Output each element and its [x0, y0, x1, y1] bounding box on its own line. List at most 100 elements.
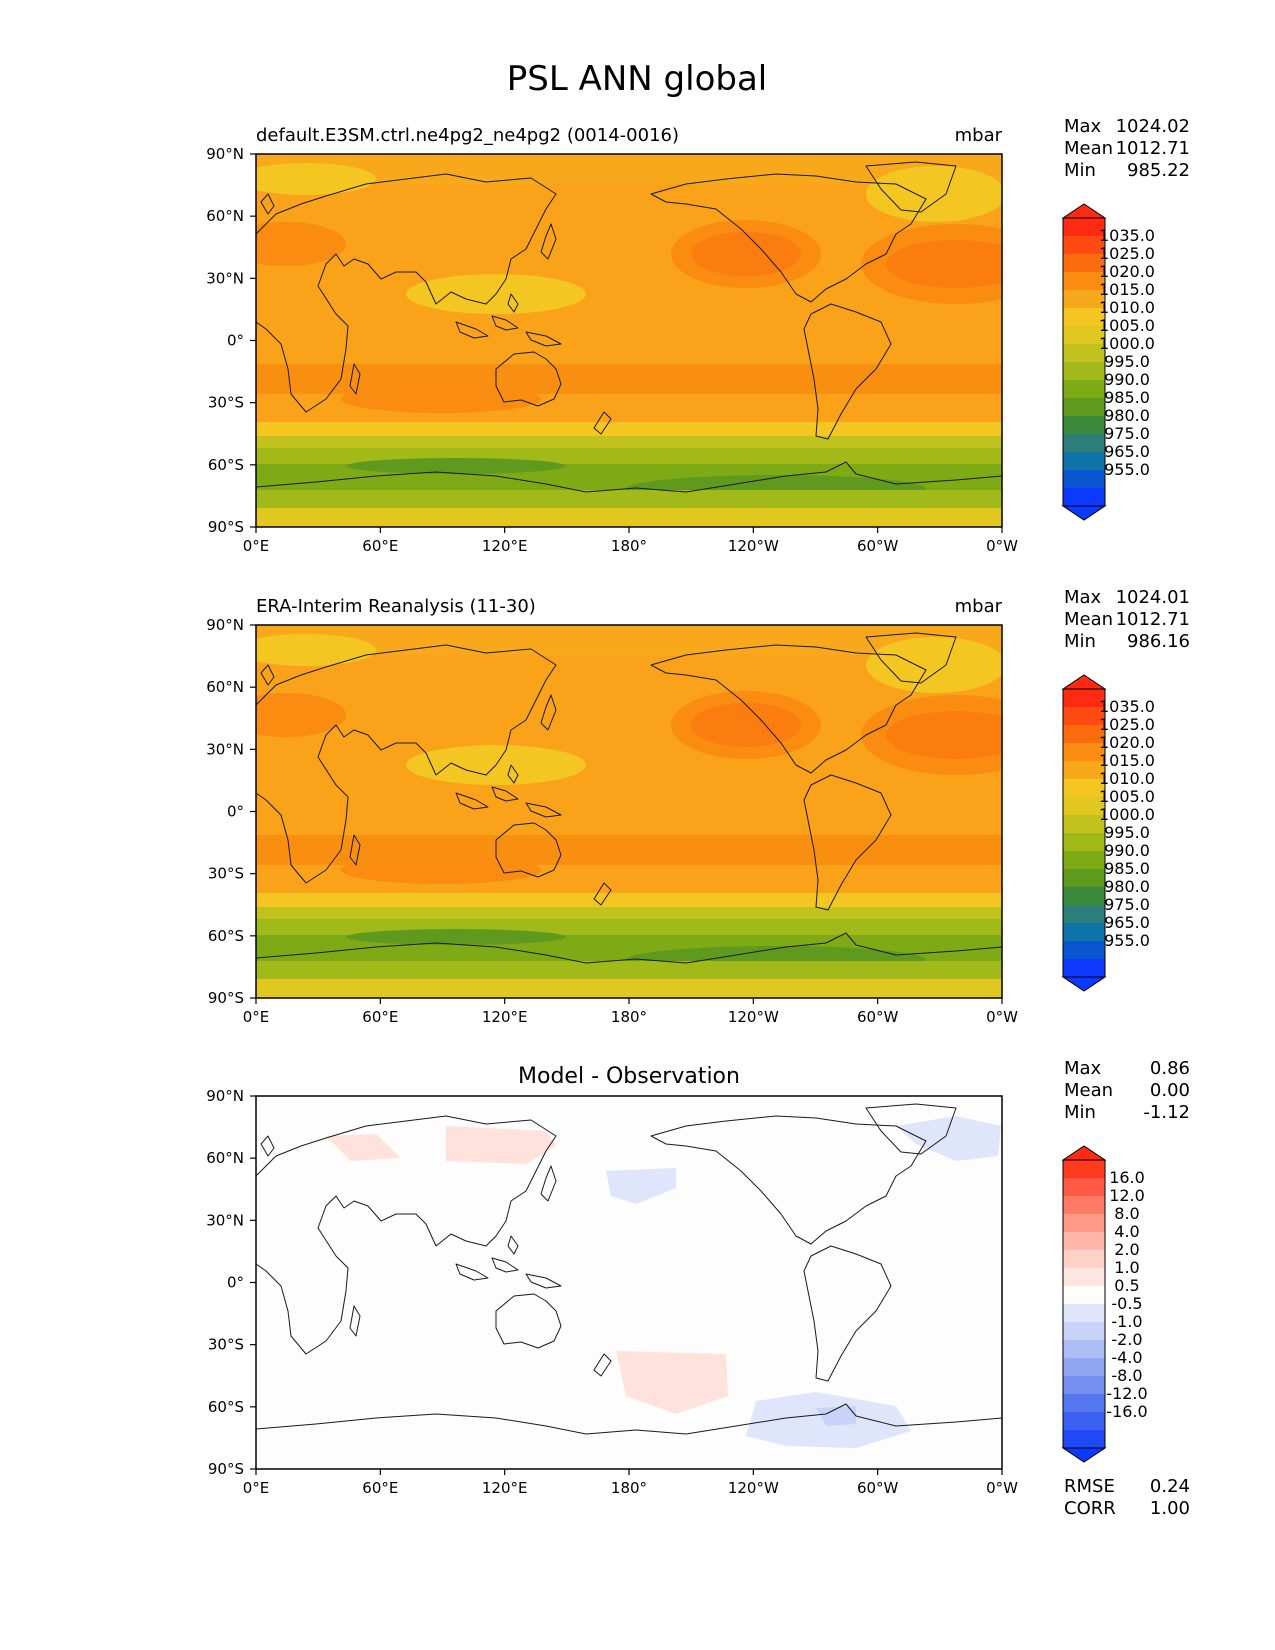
colorbar-swatch — [1063, 1232, 1105, 1250]
colorbar-swatch — [1063, 1196, 1105, 1214]
colorbar-swatch — [1063, 833, 1105, 851]
colorbar-tick-label: 990.0 — [1104, 841, 1150, 860]
x-tick-label: 180° — [611, 537, 647, 555]
y-tick-label: 90°S — [208, 989, 244, 1007]
y-tick-label: 60°N — [206, 207, 244, 225]
colorbar-tick-label: 1035.0 — [1099, 226, 1155, 245]
colorbar-swatch — [1063, 959, 1105, 977]
colorbar-tick-label: -8.0 — [1111, 1366, 1142, 1385]
map-panel-reference — [255, 624, 1003, 999]
colorbar-arrow-bottom — [1061, 505, 1107, 521]
colorbar-tick-label: 995.0 — [1104, 352, 1150, 371]
colorbar-arrow-top — [1061, 674, 1107, 690]
x-tick-label: 120°E — [482, 1008, 528, 1026]
y-tick-label: 0° — [227, 332, 244, 350]
colorbar-swatch — [1063, 1412, 1105, 1430]
colorbar-swatch — [1063, 869, 1105, 887]
x-tick-label: 180° — [611, 1008, 647, 1026]
x-tick-label: 0°W — [986, 1479, 1018, 1497]
y-tick-label: 60°S — [208, 927, 244, 945]
colorbar-frame — [1062, 1159, 1106, 1449]
stat-label: Max — [1064, 587, 1102, 608]
stat-value: -1.12 — [1143, 1102, 1190, 1123]
y-tick-label: 30°S — [208, 865, 244, 883]
colorbar-frame — [1062, 688, 1106, 978]
stat-value: 985.22 — [1127, 160, 1190, 181]
colorbar-tick-label: 980.0 — [1104, 406, 1150, 425]
colorbar-tick-label: -2.0 — [1111, 1330, 1142, 1349]
colorbar-swatch — [1063, 1358, 1105, 1376]
x-tick-label: 0°W — [986, 1008, 1018, 1026]
colorbar-swatch — [1063, 905, 1105, 923]
colorbar-swatch — [1063, 362, 1105, 380]
colorbar-arrow-bottom — [1061, 1447, 1107, 1463]
stat-label: Max — [1064, 116, 1102, 137]
stat-value: 0.00 — [1150, 1080, 1190, 1101]
colorbar-swatch — [1063, 1340, 1105, 1358]
colorbar-swatch — [1063, 290, 1105, 308]
colorbar-swatch — [1063, 1394, 1105, 1412]
extra-stat-value: 1.00 — [1150, 1498, 1190, 1519]
colorbar-tick-label: 1010.0 — [1099, 298, 1155, 317]
stat-label: Mean — [1064, 138, 1113, 159]
colorbar-tick-label: 990.0 — [1104, 370, 1150, 389]
colorbar-tick-label: -16.0 — [1106, 1402, 1147, 1421]
colorbar-swatch — [1063, 779, 1105, 797]
x-tick-label: 180° — [611, 1479, 647, 1497]
stat-value: 1012.71 — [1116, 609, 1190, 630]
y-tick-label: 30°N — [206, 1211, 244, 1229]
colorbar-swatch — [1063, 1214, 1105, 1232]
colorbar-tick-label: 1000.0 — [1099, 334, 1155, 353]
colorbar-tick-label: 985.0 — [1104, 388, 1150, 407]
x-tick-label: 60°W — [857, 1008, 899, 1026]
stat-value: 0.86 — [1150, 1058, 1190, 1079]
stat-label: Max — [1064, 1058, 1102, 1079]
colorbar-tick-label: 12.0 — [1109, 1186, 1145, 1205]
stat-label: Mean — [1064, 1080, 1113, 1101]
colorbar-swatch — [1063, 941, 1105, 959]
colorbar-arrow-bottom — [1061, 976, 1107, 992]
y-tick-label: 60°S — [208, 1398, 244, 1416]
colorbar-swatch — [1063, 887, 1105, 905]
colorbar-swatch — [1063, 707, 1105, 725]
colorbar-tick-label: 1005.0 — [1099, 316, 1155, 335]
x-tick-label: 60°E — [362, 537, 398, 555]
colorbar-tick-label: 1020.0 — [1099, 733, 1155, 752]
stat-label: Min — [1064, 631, 1096, 652]
colorbar: 1035.01025.01020.01015.01010.01005.01000… — [1061, 674, 1155, 992]
colorbar-swatch — [1063, 815, 1105, 833]
colorbar-swatch — [1063, 470, 1105, 488]
y-tick-label: 30°N — [206, 740, 244, 758]
map-panel-model — [255, 153, 1003, 528]
panel-title-reference: ERA-Interim Reanalysis (11-30) — [256, 596, 536, 617]
colorbar-swatch — [1063, 218, 1105, 236]
stat-label: Mean — [1064, 609, 1113, 630]
x-tick-label: 0°E — [243, 1479, 270, 1497]
y-tick-label: 0° — [227, 803, 244, 821]
colorbar-swatch — [1063, 344, 1105, 362]
colorbar-tick-label: 1025.0 — [1099, 244, 1155, 263]
y-tick-label: 90°S — [208, 1460, 244, 1478]
colorbar-tick-label: 975.0 — [1104, 895, 1150, 914]
y-tick-label: 60°N — [206, 678, 244, 696]
colorbar-swatch — [1063, 452, 1105, 470]
y-tick-label: 90°S — [208, 518, 244, 536]
colorbar-tick-label: -0.5 — [1111, 1294, 1142, 1313]
colorbar-tick-label: 4.0 — [1114, 1222, 1139, 1241]
colorbar-swatch — [1063, 1286, 1105, 1304]
colorbar-tick-label: 0.5 — [1114, 1276, 1139, 1295]
colorbar-tick-label: 2.0 — [1114, 1240, 1139, 1259]
stat-value: 1024.02 — [1116, 116, 1190, 137]
colorbar-tick-label: -12.0 — [1106, 1384, 1147, 1403]
colorbar-tick-label: 955.0 — [1104, 460, 1150, 479]
colorbar-tick-label: 980.0 — [1104, 877, 1150, 896]
colorbar-tick-label: 995.0 — [1104, 823, 1150, 842]
x-tick-label: 0°E — [243, 537, 270, 555]
colorbar-arrow-top — [1061, 203, 1107, 219]
stat-value: 1012.71 — [1116, 138, 1190, 159]
colorbar-swatch — [1063, 725, 1105, 743]
colorbar-tick-label: 965.0 — [1104, 913, 1150, 932]
x-tick-label: 0°E — [243, 1008, 270, 1026]
x-tick-label: 60°W — [857, 537, 899, 555]
